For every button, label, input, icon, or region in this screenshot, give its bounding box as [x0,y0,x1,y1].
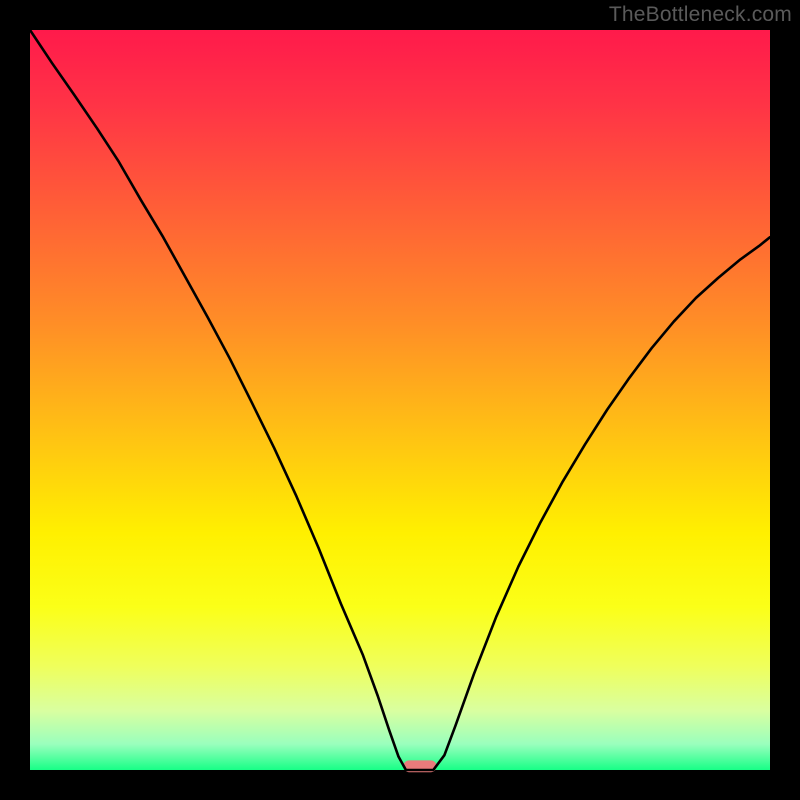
bottleneck-chart [0,0,800,800]
watermark-text: TheBottleneck.com [609,3,792,27]
plot-background [30,30,770,770]
